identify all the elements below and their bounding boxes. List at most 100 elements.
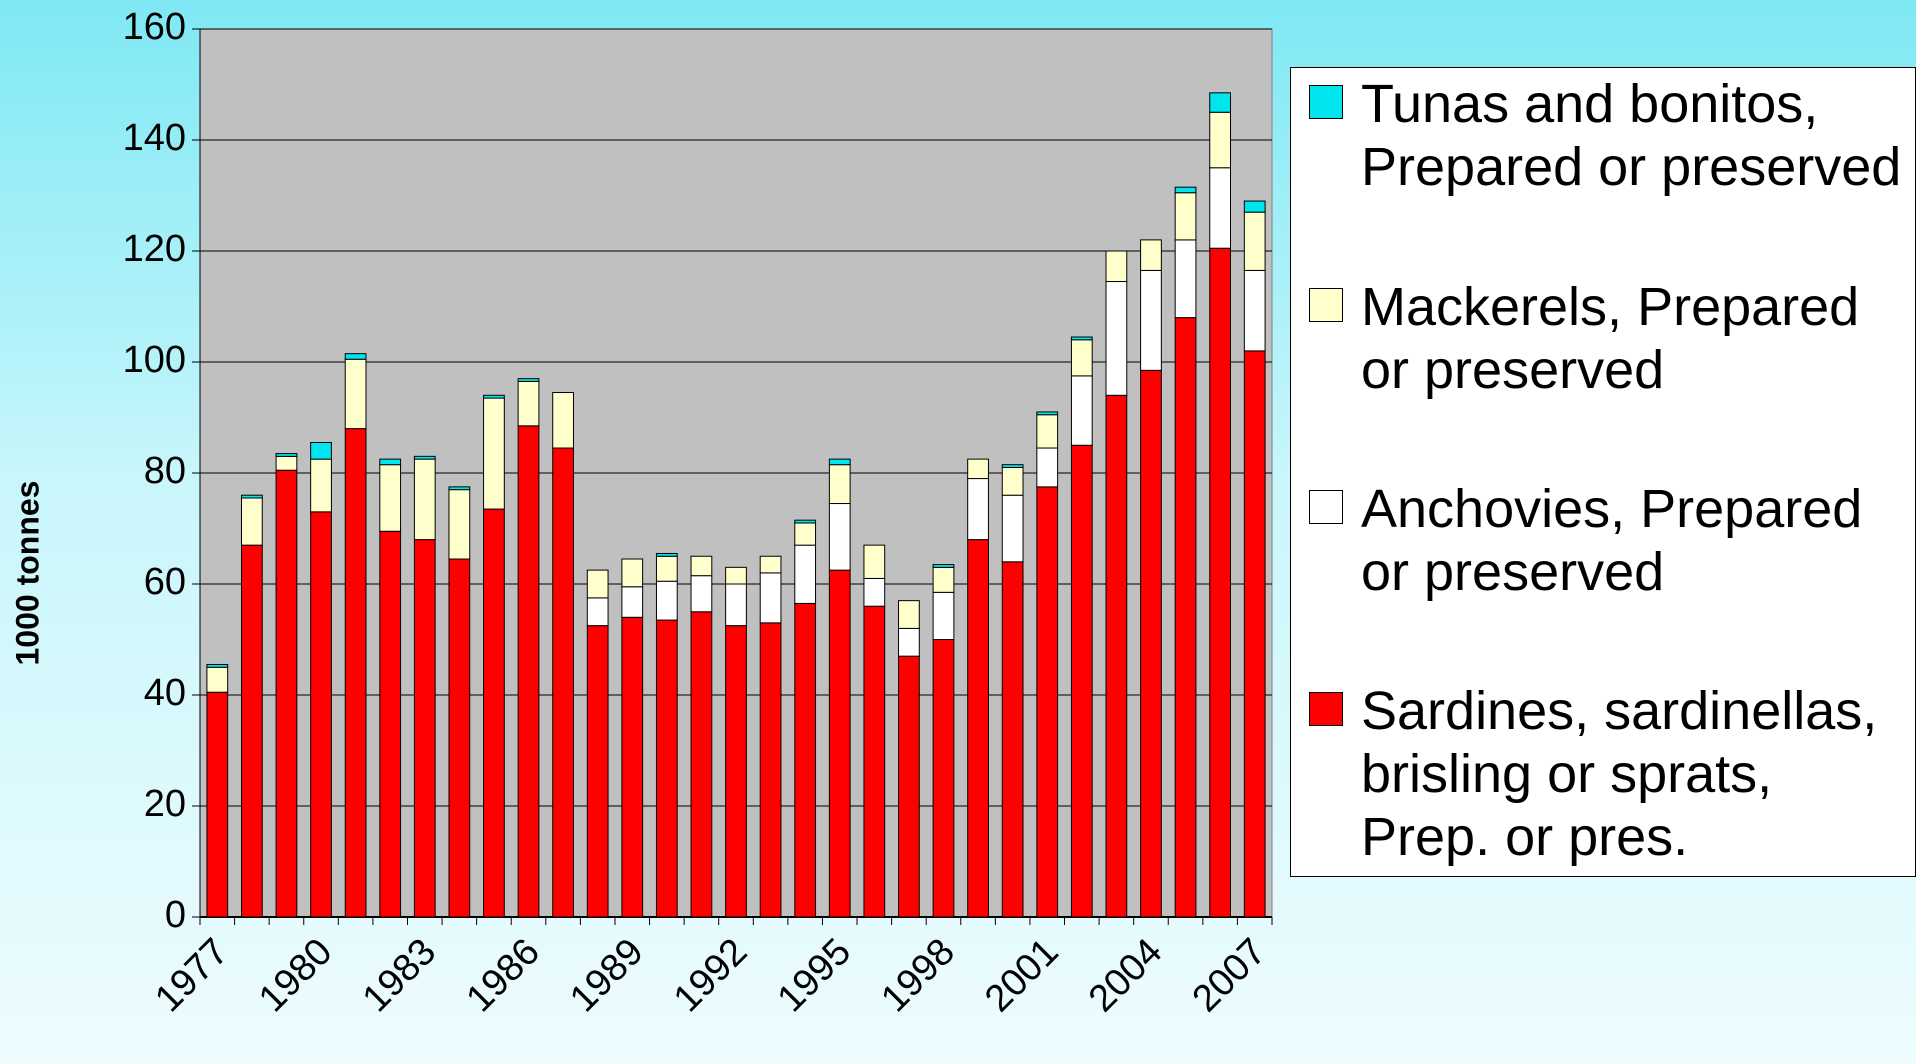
bar-segment bbox=[517, 380, 540, 427]
bar-segment bbox=[206, 691, 229, 918]
bar-segment bbox=[310, 441, 332, 460]
legend-label: Tunas and bonitos, Prepared or preserved bbox=[1361, 74, 1902, 197]
bar-segment bbox=[1105, 394, 1128, 918]
x-tick-label: 2004 bbox=[1081, 931, 1170, 1020]
bar-segment bbox=[1243, 211, 1266, 271]
bar-segment bbox=[932, 566, 955, 593]
bar-segment bbox=[1001, 466, 1024, 496]
bar-segment bbox=[1209, 111, 1232, 169]
bar-segment bbox=[552, 447, 574, 918]
bar-segment bbox=[1001, 561, 1024, 918]
x-tick-label: 1980 bbox=[251, 931, 340, 1020]
bar-segment bbox=[932, 639, 955, 918]
legend-label: Anchovies, Prepared or preserved bbox=[1361, 479, 1863, 602]
legend-swatch bbox=[1309, 692, 1343, 726]
x-tick-label: 1983 bbox=[355, 931, 444, 1020]
bar-segment bbox=[1105, 250, 1128, 283]
y-tick-label: 140 bbox=[123, 117, 186, 159]
bar-segment bbox=[1036, 411, 1059, 416]
bar-segment bbox=[898, 655, 920, 918]
bar-segment bbox=[448, 489, 471, 560]
bar-segment bbox=[621, 558, 644, 588]
bar-segment bbox=[690, 611, 713, 918]
bar-segment bbox=[1070, 444, 1093, 918]
y-tick-label: 80 bbox=[144, 450, 186, 492]
x-tick-label: 2007 bbox=[1185, 931, 1274, 1020]
bar-segment bbox=[759, 622, 782, 918]
bar-segment bbox=[759, 555, 782, 574]
bar-segment bbox=[483, 508, 505, 918]
bar-segment bbox=[759, 572, 782, 624]
bar-segment bbox=[794, 522, 817, 546]
bar-segment bbox=[517, 378, 540, 382]
bar-segment bbox=[621, 616, 644, 918]
bar-segment bbox=[1140, 369, 1162, 918]
bar-segment bbox=[1243, 269, 1266, 352]
bar-segment bbox=[828, 569, 851, 918]
bar-segment bbox=[690, 555, 713, 577]
bar-segment bbox=[275, 453, 298, 457]
bar-segment bbox=[655, 552, 678, 557]
bar-segment bbox=[655, 580, 678, 621]
bar-segment bbox=[725, 566, 747, 585]
bar-segment bbox=[275, 455, 298, 471]
bar-segment bbox=[1243, 200, 1266, 213]
bar-segment bbox=[828, 458, 851, 466]
bar-segment bbox=[413, 458, 436, 541]
bar-segment bbox=[344, 358, 367, 430]
bar-segment bbox=[586, 569, 609, 599]
bar-segment bbox=[1209, 247, 1232, 918]
bar-segment bbox=[1001, 494, 1024, 563]
legend-entry: Tunas and bonitos, Prepared or preserved bbox=[1309, 73, 1909, 199]
bar-segment bbox=[898, 627, 920, 657]
bar-segment bbox=[1036, 447, 1059, 488]
bar-segment bbox=[1140, 269, 1162, 371]
bar-segment bbox=[690, 575, 713, 613]
bar-segment bbox=[1174, 186, 1197, 194]
bar-segment bbox=[967, 539, 989, 918]
bar-segment bbox=[379, 458, 402, 466]
x-tick-label: 1986 bbox=[458, 931, 547, 1020]
legend-label: Mackerels, Prepared or preserved bbox=[1361, 277, 1860, 400]
bar-segment bbox=[655, 555, 678, 582]
bar-segment bbox=[206, 663, 229, 668]
bar-segment bbox=[310, 511, 332, 918]
legend-label: Sardines, sardinellas, brisling or sprat… bbox=[1361, 681, 1878, 867]
y-tick-label: 20 bbox=[144, 783, 186, 825]
bar-segment bbox=[483, 397, 505, 510]
bar-segment bbox=[828, 464, 851, 505]
bar-segment bbox=[1036, 414, 1059, 449]
bar-segment bbox=[344, 353, 367, 360]
legend-entry: Mackerels, Prepared or preserved bbox=[1309, 276, 1909, 402]
bar-segment bbox=[828, 503, 851, 571]
bar-segment bbox=[240, 497, 263, 546]
bar-segment bbox=[1209, 167, 1232, 249]
bar-segment bbox=[379, 464, 402, 532]
bar-segment bbox=[413, 455, 436, 460]
x-tick-label: 1995 bbox=[770, 931, 859, 1020]
x-tick-label: 1989 bbox=[562, 931, 651, 1020]
bar-segment bbox=[586, 625, 609, 918]
legend-entry: Sardines, sardinellas, brisling or sprat… bbox=[1309, 680, 1909, 869]
bar-segment bbox=[655, 619, 678, 918]
bar-segment bbox=[1001, 464, 1024, 468]
bar-segment bbox=[621, 586, 644, 618]
bar-segment bbox=[725, 583, 747, 627]
x-tick-label: 1977 bbox=[147, 931, 236, 1020]
bar-segment bbox=[863, 577, 886, 607]
legend-swatch bbox=[1309, 288, 1343, 322]
bar-segment bbox=[483, 394, 505, 399]
bar-segment bbox=[1174, 192, 1197, 241]
bar-segment bbox=[413, 539, 436, 918]
bar-segment bbox=[898, 600, 920, 629]
bar-segment bbox=[240, 494, 263, 499]
y-tick-label: 160 bbox=[123, 6, 186, 48]
bar-segment bbox=[586, 597, 609, 627]
bar-segment bbox=[448, 486, 471, 491]
bar-segment bbox=[379, 530, 402, 918]
bar-segment bbox=[344, 428, 367, 918]
bar-segment bbox=[863, 605, 886, 918]
bar-segment bbox=[967, 478, 989, 541]
bar-segment bbox=[1105, 281, 1128, 396]
bar-segment bbox=[275, 469, 298, 918]
